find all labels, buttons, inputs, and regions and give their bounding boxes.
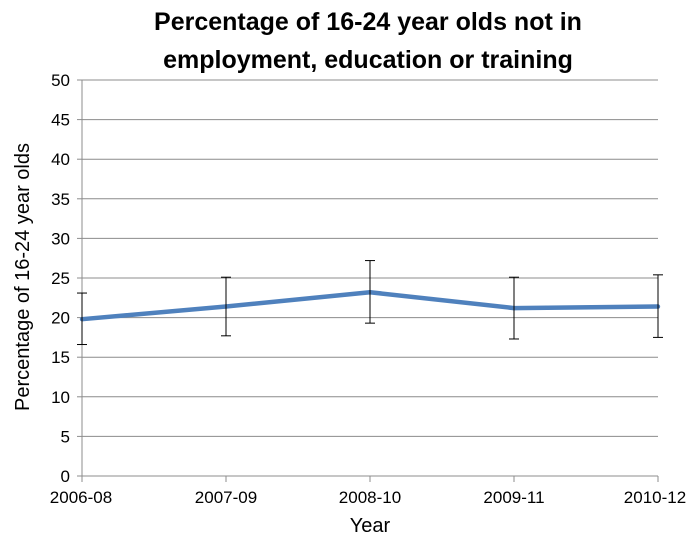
error-bar-2006-08 [77, 292, 87, 346]
axes [77, 79, 659, 482]
error-bar-2007-09 [221, 276, 231, 337]
x-tick-label-2006-08: 2006-08 [50, 488, 112, 507]
x-tick-label-2009-11: 2009-11 [483, 488, 544, 507]
y-tick-label-40: 40 [51, 150, 70, 169]
y-tick-label-0: 0 [61, 467, 70, 486]
chart-title: Percentage of 16-24 year olds not in emp… [154, 8, 582, 74]
gridlines [82, 79, 658, 437]
error-bar-2008-10 [365, 260, 375, 324]
chart-title-line-2: employment, education or training [163, 46, 573, 74]
y-tick-label-35: 35 [51, 190, 70, 209]
x-tick-label-2007-09: 2007-09 [195, 488, 257, 507]
y-tick-label-50: 50 [51, 71, 70, 90]
y-tick-label-10: 10 [51, 388, 70, 407]
y-tick-label-45: 45 [51, 111, 70, 130]
y-tick-label-5: 5 [61, 427, 70, 446]
x-tick-label-2010-12: 2010-12 [624, 488, 686, 507]
x-axis-title: Year [350, 515, 391, 535]
error-bars [77, 260, 663, 346]
error-bar-2010-12 [653, 274, 663, 338]
y-tick-label-30: 30 [51, 229, 70, 248]
chart-title-line-1: Percentage of 16-24 year olds not in [154, 8, 582, 36]
y-axis-title: Percentage of 16-24 year olds [12, 143, 34, 411]
y-tick-label-20: 20 [51, 309, 70, 328]
error-bar-2009-11 [509, 276, 519, 340]
y-tick-label-25: 25 [51, 269, 70, 288]
x-tick-label-2008-10: 2008-10 [339, 488, 401, 507]
y-tick-label-15: 15 [51, 348, 70, 367]
y-tick-labels: 0 5 10 15 20 25 30 35 40 45 50 [51, 71, 70, 486]
x-tick-labels: 2006-08 2007-09 2008-10 2009-11 2010-12 [50, 488, 686, 507]
